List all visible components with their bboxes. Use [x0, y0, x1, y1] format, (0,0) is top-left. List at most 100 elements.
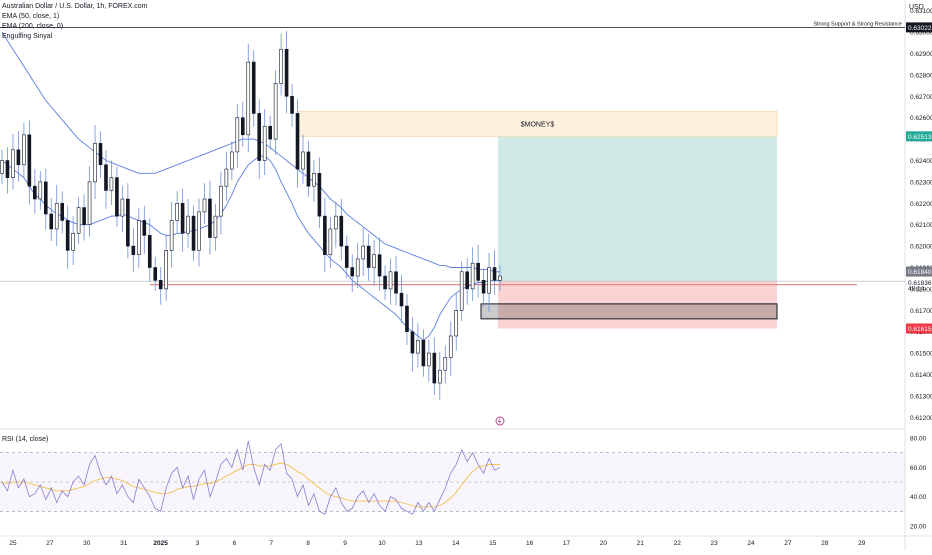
candle-body[interactable] [251, 61, 256, 114]
candle-body[interactable] [306, 151, 311, 187]
candle-body[interactable] [377, 254, 382, 277]
candle-body[interactable] [49, 213, 54, 230]
rsi-line[interactable] [1, 440, 501, 515]
candle-body[interactable] [427, 352, 431, 367]
candle-body[interactable] [470, 262, 475, 290]
candle-body[interactable] [208, 198, 212, 238]
candle-body[interactable] [317, 173, 322, 217]
candle-body[interactable] [197, 211, 201, 251]
candle-body[interactable] [383, 275, 387, 290]
candle-body[interactable] [98, 143, 103, 166]
candle-body[interactable] [290, 96, 294, 114]
candle-body[interactable] [153, 267, 158, 281]
candle-body[interactable] [279, 48, 283, 84]
candle-body[interactable] [71, 232, 75, 251]
candle-body[interactable] [459, 271, 464, 311]
candle-body[interactable] [372, 254, 376, 268]
candle-body[interactable] [175, 203, 179, 221]
candle-body[interactable] [476, 262, 480, 281]
candle-body[interactable] [126, 198, 130, 247]
candle-body[interactable] [0, 160, 4, 174]
candle-body[interactable] [202, 198, 207, 213]
candle-body[interactable] [416, 339, 420, 354]
candle-body[interactable] [410, 331, 415, 354]
candle-body[interactable] [109, 177, 114, 191]
candle-body[interactable] [366, 245, 371, 268]
candle-body[interactable] [43, 181, 48, 215]
candle-body[interactable] [65, 220, 70, 251]
candle-body[interactable] [164, 250, 168, 290]
candle-body[interactable] [268, 125, 272, 140]
candle-body[interactable] [38, 181, 43, 200]
candle-body[interactable] [498, 275, 502, 281]
candle-body[interactable] [158, 280, 163, 290]
candle-body[interactable] [262, 125, 267, 161]
candle-body[interactable] [147, 235, 152, 268]
order-box[interactable] [480, 303, 778, 320]
event-icon[interactable] [495, 416, 505, 426]
candle-body[interactable] [169, 220, 174, 251]
candle-body[interactable] [230, 151, 234, 170]
candle-body[interactable] [87, 181, 92, 225]
candle-body[interactable] [93, 143, 97, 183]
candle-body[interactable] [27, 134, 32, 187]
candle-body[interactable] [224, 168, 229, 187]
candle-body[interactable] [454, 309, 459, 337]
ema200-line[interactable] [1, 31, 500, 273]
candle-body[interactable] [465, 271, 469, 290]
candle-body[interactable] [334, 215, 338, 230]
candle-body[interactable] [481, 280, 486, 294]
candle-body[interactable] [448, 335, 453, 358]
candle-body[interactable] [22, 134, 26, 166]
candle-body[interactable] [240, 117, 245, 136]
candle-body[interactable] [399, 292, 404, 307]
candle-body[interactable] [54, 203, 59, 230]
candle-body[interactable] [432, 352, 437, 384]
legend-symbol[interactable]: Australian Dollar / U.S. Dollar, 1h, FOR… [2, 3, 148, 10]
legend-indicator[interactable]: Engulfing Sinyal [2, 33, 53, 40]
candle-body[interactable] [235, 117, 240, 153]
candle-body[interactable] [104, 164, 108, 191]
candle-body[interactable] [339, 215, 344, 247]
candle-body[interactable] [355, 258, 360, 277]
candle-body[interactable] [213, 215, 218, 238]
candle-body[interactable] [323, 215, 327, 255]
candle-body[interactable] [11, 149, 15, 178]
candle-body[interactable] [82, 207, 86, 226]
candle-body[interactable] [180, 203, 185, 234]
loss-zone[interactable] [498, 281, 777, 329]
candle-body[interactable] [142, 220, 147, 236]
money-box[interactable] [297, 110, 778, 137]
candle-body[interactable] [492, 267, 497, 281]
candle-body[interactable] [443, 357, 448, 371]
legend-ema200[interactable]: EMA (200, close, 0) [2, 23, 64, 30]
candle-body[interactable] [246, 61, 251, 136]
candle-body[interactable] [120, 198, 125, 217]
candle-body[interactable] [131, 245, 136, 255]
candle-body[interactable] [350, 267, 355, 277]
candle-body[interactable] [284, 48, 289, 97]
candle-body[interactable] [33, 185, 37, 200]
candle-body[interactable] [257, 113, 262, 161]
candle-body[interactable] [437, 369, 442, 384]
candle-body[interactable] [219, 185, 223, 217]
candle-body[interactable] [301, 151, 305, 170]
candle-body[interactable] [76, 207, 81, 234]
rsi-legend[interactable]: RSI (14, close) [2, 436, 49, 443]
candle-body[interactable] [388, 271, 393, 290]
candle-body[interactable] [295, 113, 300, 170]
candle-body[interactable] [421, 339, 426, 367]
candle-body[interactable] [273, 83, 278, 140]
candle-body[interactable] [60, 203, 65, 221]
candle-body[interactable] [361, 245, 365, 260]
candle-body[interactable] [115, 177, 119, 217]
candle-body[interactable] [137, 220, 141, 255]
candle-body[interactable] [394, 271, 398, 294]
rsi-ma-line[interactable] [1, 462, 500, 508]
profit-zone[interactable] [498, 136, 777, 282]
candle-body[interactable] [344, 245, 349, 268]
candle-body[interactable] [5, 160, 10, 178]
candle-body[interactable] [487, 267, 491, 294]
legend-ema50[interactable]: EMA (50, close, 1) [2, 13, 60, 20]
